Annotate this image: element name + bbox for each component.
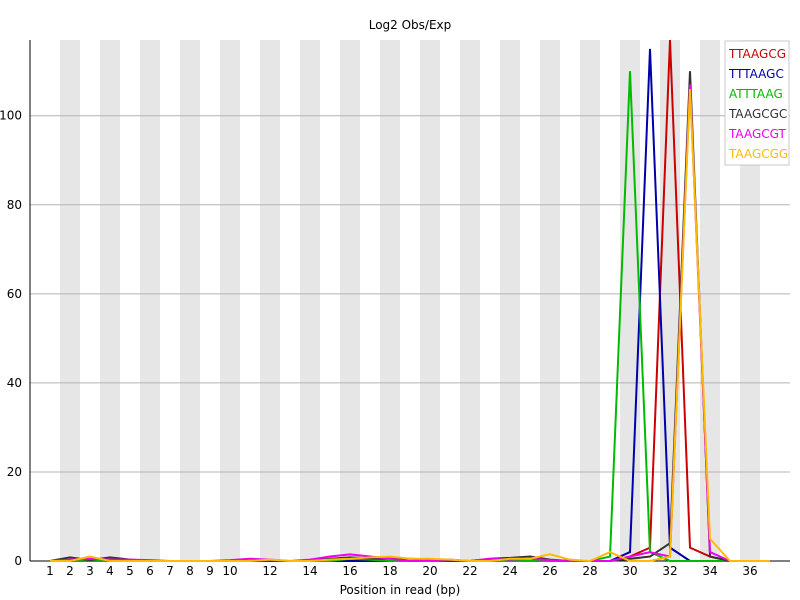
x-tick-label: 14 <box>302 564 317 578</box>
band <box>260 40 280 561</box>
x-tick-labels: 1 2 3 4 5 6 7 8 9 10 12 14 16 18 20 22 24 26 28 30 32 34 36 <box>46 564 757 578</box>
band <box>220 40 240 561</box>
legend-entry: TTAAGCG <box>728 47 786 61</box>
y-tick-label: 20 <box>7 465 22 479</box>
legend-entry: TAAGCGT <box>728 127 786 141</box>
band <box>340 40 360 561</box>
x-tick-label: 30 <box>622 564 637 578</box>
x-tick-label: 4 <box>106 564 114 578</box>
band <box>460 40 480 561</box>
x-tick-label: 9 <box>206 564 214 578</box>
x-tick-label: 10 <box>222 564 237 578</box>
band <box>500 40 520 561</box>
band <box>140 40 160 561</box>
y-tick-label: 60 <box>7 287 22 301</box>
legend-entry: ATTTAAG <box>729 87 783 101</box>
legend-entry: TAAGCGG <box>728 147 788 161</box>
x-tick-label: 18 <box>382 564 397 578</box>
band <box>300 40 320 561</box>
band <box>60 40 80 561</box>
series-line-taagcgg <box>50 88 770 563</box>
y-tick-label: 0 <box>14 554 22 568</box>
x-tick-label: 34 <box>702 564 717 578</box>
band <box>580 40 600 561</box>
x-tick-label: 32 <box>662 564 677 578</box>
x-tick-label: 16 <box>342 564 357 578</box>
y-tick-label: 40 <box>7 376 22 390</box>
x-tick-label: 6 <box>146 564 154 578</box>
band <box>100 40 120 561</box>
band <box>540 40 560 561</box>
legend-entry: TAAGCGC <box>728 107 787 121</box>
series-lines <box>49 39 770 563</box>
band <box>620 40 640 561</box>
x-tick-label: 24 <box>502 564 517 578</box>
legend-entry: TTTAAGC <box>728 67 784 81</box>
band <box>700 40 720 561</box>
y-tick-label: 100 <box>0 109 22 123</box>
y-tick-label: 80 <box>7 198 22 212</box>
x-tick-label: 26 <box>542 564 557 578</box>
x-tick-label: 36 <box>742 564 757 578</box>
alternating-bands <box>60 40 760 561</box>
band <box>420 40 440 561</box>
band <box>380 40 400 561</box>
x-tick-label: 3 <box>86 564 94 578</box>
x-tick-label: 28 <box>582 564 597 578</box>
band <box>660 40 680 561</box>
band <box>740 40 760 561</box>
legend-box <box>724 40 790 166</box>
x-tick-label: 5 <box>126 564 134 578</box>
y-tick-labels: 0 20 40 60 80 100 <box>0 109 22 568</box>
band <box>180 40 200 561</box>
x-tick-label: 1 <box>46 564 54 578</box>
x-tick-label: 2 <box>66 564 74 578</box>
x-tick-label: 7 <box>166 564 174 578</box>
x-tick-label: 12 <box>262 564 277 578</box>
chart-title: Log2 Obs/Exp <box>369 18 452 32</box>
x-tick-label: 8 <box>186 564 194 578</box>
legend: TTAAGCG TTTAAGC ATTTAAG TAAGCGC TAAGCGT TAAGC… <box>724 40 790 166</box>
x-tick-label: 22 <box>462 564 477 578</box>
x-tick-label: 20 <box>422 564 437 578</box>
x-axis-label: Position in read (bp) <box>340 583 461 597</box>
